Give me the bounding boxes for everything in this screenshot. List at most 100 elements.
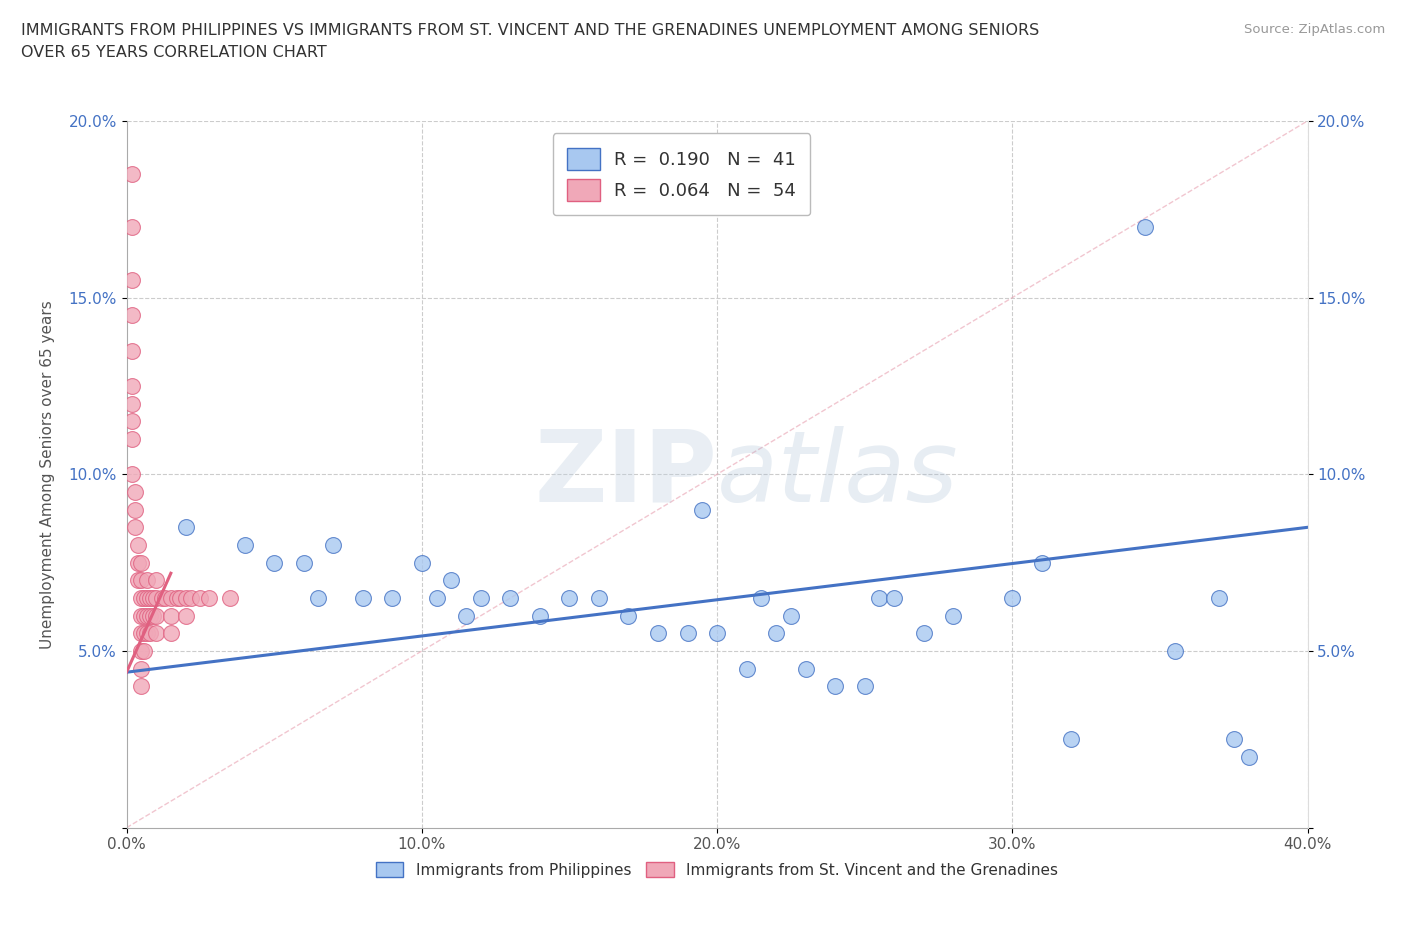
Point bbox=[136, 626, 159, 641]
Text: Source: ZipAtlas.com: Source: ZipAtlas.com bbox=[1244, 23, 1385, 36]
Point bbox=[134, 591, 156, 605]
Point bbox=[129, 661, 153, 676]
Point bbox=[529, 608, 551, 623]
Point bbox=[145, 626, 167, 641]
Point bbox=[124, 485, 146, 499]
Point bbox=[1164, 644, 1187, 658]
Point bbox=[180, 591, 202, 605]
Point bbox=[198, 591, 221, 605]
Point bbox=[160, 591, 183, 605]
Point bbox=[129, 644, 153, 658]
Point bbox=[160, 608, 183, 623]
Point bbox=[233, 538, 256, 552]
Point bbox=[883, 591, 905, 605]
Point bbox=[765, 626, 787, 641]
Point bbox=[676, 626, 699, 641]
Point bbox=[127, 573, 149, 588]
Point bbox=[169, 591, 191, 605]
Point bbox=[121, 308, 143, 323]
Point bbox=[153, 591, 176, 605]
Point bbox=[174, 608, 197, 623]
Point bbox=[142, 591, 165, 605]
Point bbox=[942, 608, 965, 623]
Point bbox=[160, 626, 183, 641]
Point bbox=[145, 608, 167, 623]
Point bbox=[780, 608, 803, 623]
Point bbox=[129, 555, 153, 570]
Point bbox=[121, 396, 143, 411]
Point bbox=[134, 608, 156, 623]
Point bbox=[869, 591, 891, 605]
Point bbox=[381, 591, 404, 605]
Point bbox=[136, 608, 159, 623]
Point bbox=[139, 626, 162, 641]
Point bbox=[124, 502, 146, 517]
Point bbox=[129, 591, 153, 605]
Point bbox=[121, 272, 143, 287]
Point bbox=[121, 414, 143, 429]
Point bbox=[219, 591, 242, 605]
Point bbox=[425, 591, 447, 605]
Point bbox=[617, 608, 640, 623]
Point bbox=[470, 591, 492, 605]
Point bbox=[166, 591, 188, 605]
Point bbox=[588, 591, 610, 605]
Point bbox=[440, 573, 463, 588]
Point bbox=[127, 555, 149, 570]
Point bbox=[129, 679, 153, 694]
Point bbox=[174, 591, 197, 605]
Point bbox=[292, 555, 315, 570]
Point bbox=[824, 679, 846, 694]
Point bbox=[558, 591, 581, 605]
Point bbox=[912, 626, 935, 641]
Point bbox=[411, 555, 433, 570]
Point bbox=[499, 591, 522, 605]
Point bbox=[142, 608, 165, 623]
Point bbox=[1237, 750, 1260, 764]
Point bbox=[121, 219, 143, 234]
Point bbox=[456, 608, 478, 623]
Point bbox=[129, 626, 153, 641]
Point bbox=[853, 679, 876, 694]
Point bbox=[145, 591, 167, 605]
Point bbox=[174, 520, 197, 535]
Point bbox=[692, 502, 714, 517]
Point bbox=[145, 573, 167, 588]
Point bbox=[735, 661, 758, 676]
Point bbox=[322, 538, 344, 552]
Point bbox=[121, 343, 143, 358]
Point bbox=[308, 591, 330, 605]
Point bbox=[134, 644, 156, 658]
Point bbox=[139, 591, 162, 605]
Text: ZIP: ZIP bbox=[534, 426, 717, 523]
Point bbox=[124, 520, 146, 535]
Point bbox=[139, 608, 162, 623]
Point bbox=[127, 538, 149, 552]
Point bbox=[129, 573, 153, 588]
Point bbox=[150, 591, 173, 605]
Point bbox=[129, 608, 153, 623]
Point bbox=[352, 591, 374, 605]
Point bbox=[121, 166, 143, 181]
Point bbox=[1223, 732, 1246, 747]
Legend: Immigrants from Philippines, Immigrants from St. Vincent and the Grenadines: Immigrants from Philippines, Immigrants … bbox=[370, 856, 1064, 884]
Point bbox=[1060, 732, 1083, 747]
Point bbox=[121, 379, 143, 393]
Point bbox=[188, 591, 212, 605]
Point bbox=[794, 661, 817, 676]
Point bbox=[134, 626, 156, 641]
Point bbox=[1208, 591, 1230, 605]
Text: IMMIGRANTS FROM PHILIPPINES VS IMMIGRANTS FROM ST. VINCENT AND THE GRENADINES UN: IMMIGRANTS FROM PHILIPPINES VS IMMIGRANT… bbox=[21, 23, 1039, 60]
Point bbox=[1001, 591, 1024, 605]
Point bbox=[263, 555, 285, 570]
Point bbox=[706, 626, 728, 641]
Point bbox=[751, 591, 773, 605]
Point bbox=[136, 591, 159, 605]
Y-axis label: Unemployment Among Seniors over 65 years: Unemployment Among Seniors over 65 years bbox=[39, 300, 55, 649]
Text: atlas: atlas bbox=[717, 426, 959, 523]
Point bbox=[647, 626, 669, 641]
Point bbox=[1031, 555, 1053, 570]
Point bbox=[1135, 219, 1157, 234]
Point bbox=[121, 467, 143, 482]
Point bbox=[136, 573, 159, 588]
